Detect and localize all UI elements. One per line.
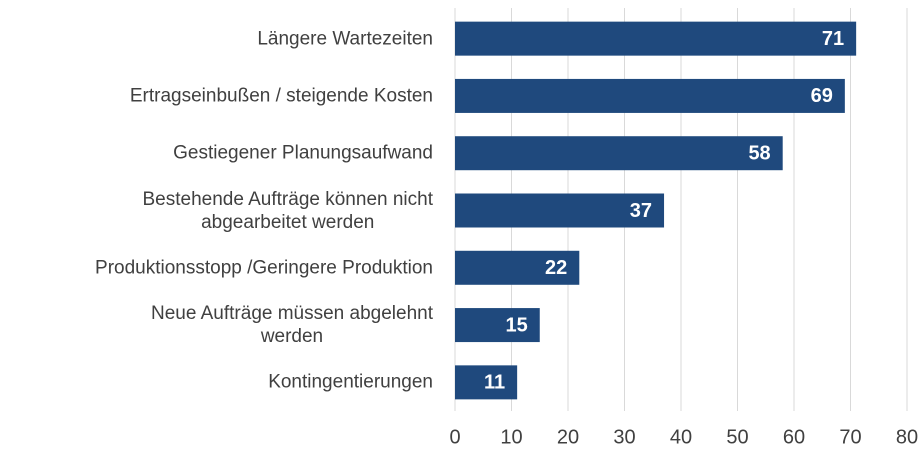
x-tick-label: 20 bbox=[557, 426, 579, 448]
value-label: 22 bbox=[545, 257, 567, 279]
x-tick-label: 50 bbox=[726, 426, 748, 448]
bar bbox=[455, 136, 783, 171]
value-label: 71 bbox=[822, 28, 844, 50]
category-label: Ertragseinbußen / steigende Kosten bbox=[129, 85, 433, 107]
value-label: 15 bbox=[506, 314, 528, 336]
bar bbox=[455, 193, 665, 228]
bar bbox=[455, 365, 518, 400]
x-tick-label: 60 bbox=[783, 426, 805, 448]
x-tick-label: 70 bbox=[839, 426, 861, 448]
value-label: 37 bbox=[630, 200, 652, 222]
bar bbox=[455, 21, 857, 56]
category-label: Produktionsstopp /Geringere Produktion bbox=[95, 257, 433, 279]
value-label: 58 bbox=[748, 142, 770, 164]
category-label: Gestiegener Planungsaufwand bbox=[173, 142, 433, 164]
bar bbox=[455, 78, 845, 113]
value-label: 69 bbox=[811, 85, 833, 107]
x-tick-label: 80 bbox=[896, 426, 918, 448]
category-label: Bestehende Aufträge können nicht abgearb… bbox=[142, 188, 433, 233]
category-label: Kontingentierungen bbox=[268, 371, 433, 393]
bar bbox=[455, 308, 540, 343]
x-tick-label: 40 bbox=[670, 426, 692, 448]
x-tick-label: 30 bbox=[613, 426, 635, 448]
bar bbox=[455, 250, 580, 285]
category-label: Neue Aufträge müssen abgelehnt werden bbox=[150, 303, 433, 348]
value-label: 11 bbox=[484, 372, 505, 394]
x-tick-label: 0 bbox=[449, 426, 460, 448]
x-tick-label: 10 bbox=[500, 426, 522, 448]
category-label: Längere Wartezeiten bbox=[257, 28, 433, 50]
